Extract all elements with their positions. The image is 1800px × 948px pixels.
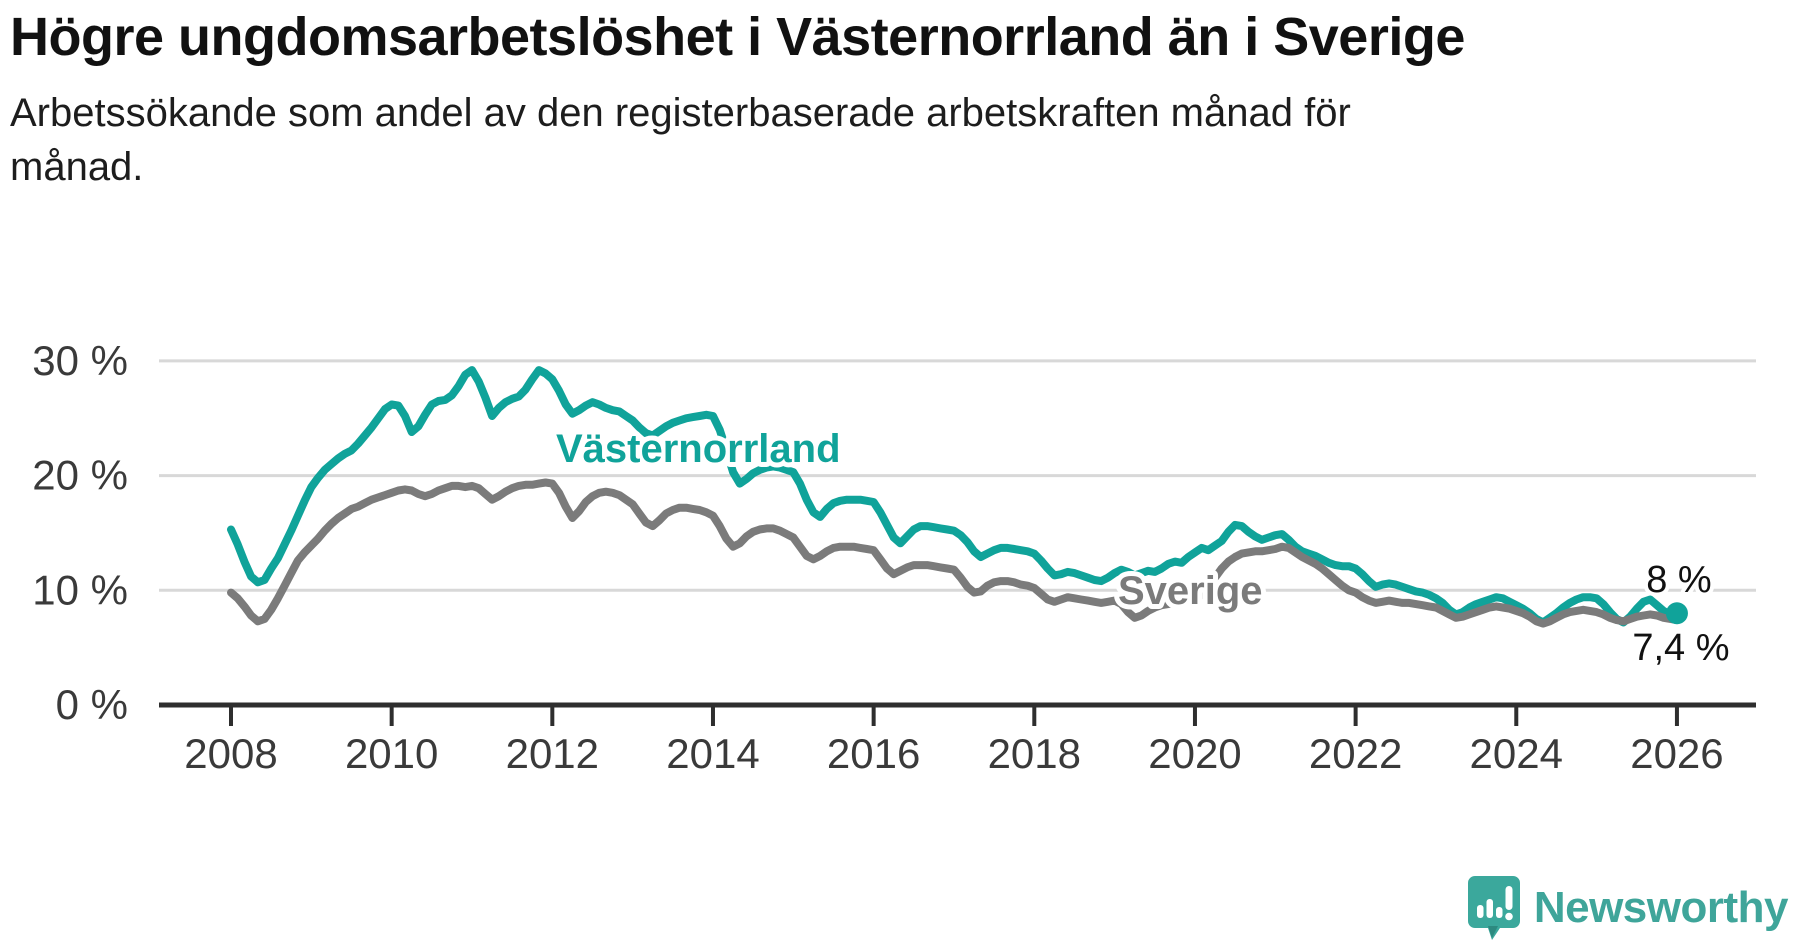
chart-subtitle: Arbetssökande som andel av den registerb… [10, 90, 1351, 189]
series-label-sverige: Sverige [1118, 569, 1263, 613]
end-dot-vasternorrland [1665, 602, 1688, 625]
x-tick-label-2022: 2022 [1309, 730, 1402, 777]
x-tick-label-2008: 2008 [184, 730, 277, 777]
brand-name: Newsworthy [1533, 883, 1789, 932]
end-label-sverige: 7,4 % [1632, 627, 1729, 669]
x-tick-label-2018: 2018 [988, 730, 1081, 777]
x-tick-label-2020: 2020 [1148, 730, 1241, 777]
series-label-vasternorrland: Västernorrland [556, 427, 841, 471]
y-tick-label-30: 30 % [32, 337, 128, 384]
y-tick-label-10: 10 % [32, 566, 128, 613]
series-line-sverige [227, 478, 1681, 628]
newsworthy-brand: Newsworthy [1467, 876, 1789, 940]
chart-title: Högre ungdomsarbetslöshet i Västernorrla… [10, 7, 1465, 67]
y-tick-label-0: 0 % [56, 681, 128, 728]
x-tick-label-2012: 2012 [506, 730, 599, 777]
newsworthy-logo-icon [1467, 876, 1520, 940]
y-tick-label-20: 20 % [32, 452, 128, 499]
x-tick-label-2026: 2026 [1630, 730, 1723, 777]
x-tick-label-2024: 2024 [1470, 730, 1563, 777]
x-tick-label-2014: 2014 [666, 730, 759, 777]
series-line-vasternorrland [227, 366, 1681, 627]
chart-header: Högre ungdomsarbetslöshet i Västernorrla… [10, 6, 1730, 194]
x-tick-label-2016: 2016 [827, 730, 920, 777]
end-label-vasternorrland: 8 % [1646, 559, 1711, 601]
x-tick-label-2010: 2010 [345, 730, 438, 777]
